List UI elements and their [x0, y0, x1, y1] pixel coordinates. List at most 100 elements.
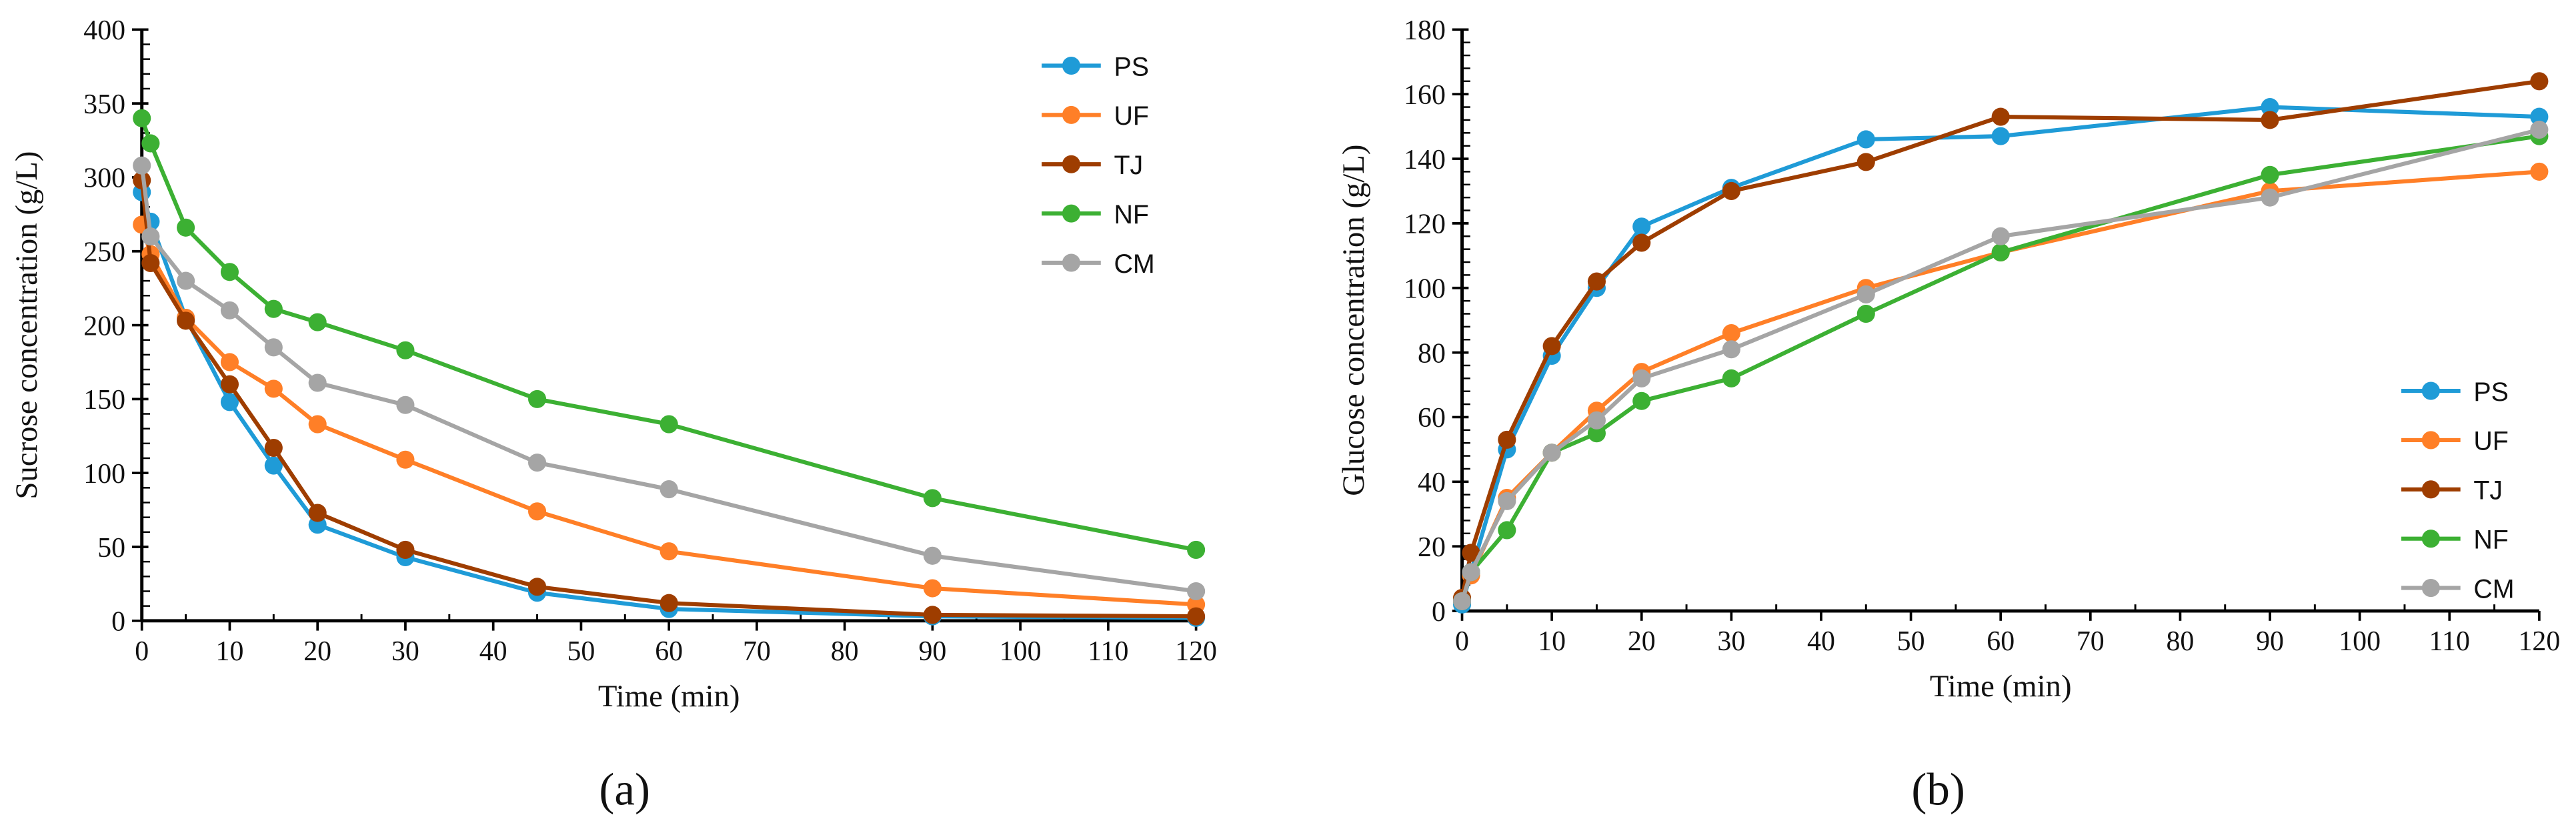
data-point: [1722, 340, 1740, 359]
y-tick-label: 140: [1404, 145, 1446, 175]
legend-label: NF: [1114, 200, 1149, 229]
data-point: [2530, 162, 2549, 181]
data-point: [1452, 592, 1472, 611]
x-axis-label: Time (min): [598, 679, 740, 714]
x-tick-label: 10: [1538, 626, 1566, 657]
data-point: [220, 353, 239, 371]
data-point: [396, 341, 415, 359]
series-TJ: [1452, 72, 2549, 608]
data-point: [308, 373, 327, 392]
legend-label: PS: [1114, 52, 1149, 81]
x-tick-label: 80: [2167, 626, 2195, 657]
series-line: [1460, 127, 2540, 602]
data-point: [133, 109, 151, 127]
series-NF: [1452, 127, 2549, 611]
series-PS: [1452, 98, 2549, 614]
data-point: [2261, 111, 2279, 129]
data-point: [1632, 369, 1651, 387]
y-tick-label: 300: [83, 163, 125, 194]
series-line: [139, 165, 1197, 594]
y-axis-label: Sucrose concentration (g/L): [9, 151, 44, 500]
data-point: [1856, 285, 1875, 303]
data-point: [2261, 165, 2279, 184]
x-axis-label: Time (min): [1930, 669, 2072, 704]
legend-marker: [2421, 579, 2440, 598]
data-point: [1498, 521, 1516, 540]
y-axis-label: Glucose concentration (g/L): [1336, 145, 1371, 496]
x-tick-label: 110: [1088, 636, 1128, 667]
series-line: [1460, 134, 2540, 602]
data-point: [308, 313, 327, 331]
x-tick-label: 20: [1628, 626, 1656, 657]
legend-marker: [1062, 56, 1080, 75]
y-tick-label: 60: [1418, 403, 1446, 434]
data-point: [177, 311, 195, 330]
data-point: [2261, 98, 2279, 117]
x-tick-label: 100: [1000, 636, 1042, 667]
data-point: [1587, 411, 1606, 430]
data-point: [923, 606, 942, 624]
y-tick-label: 150: [83, 385, 125, 416]
data-point: [528, 502, 547, 521]
data-point: [2530, 72, 2549, 91]
data-point: [1722, 181, 1740, 201]
x-tick-label: 120: [2518, 626, 2560, 657]
y-tick-label: 0: [1432, 597, 1446, 628]
data-point: [528, 578, 547, 596]
series-CM: [1452, 120, 2549, 611]
data-point: [1856, 153, 1875, 171]
data-point: [264, 338, 283, 357]
y-tick-label: 250: [83, 237, 125, 268]
data-point: [1462, 563, 1480, 582]
data-point: [220, 393, 239, 411]
x-tick-label: 30: [1717, 626, 1745, 657]
x-tick-label: 120: [1175, 636, 1217, 667]
y-tick-label: 160: [1404, 80, 1446, 111]
x-tick-label: 40: [1807, 626, 1835, 657]
legend-label: CM: [1114, 249, 1154, 279]
data-point: [1722, 324, 1740, 343]
data-point: [1991, 107, 2010, 126]
legend-marker: [1062, 155, 1080, 173]
y-tick-label: 0: [111, 607, 125, 638]
x-tick-label: 50: [1897, 626, 1925, 657]
legend-marker: [1062, 204, 1080, 223]
data-point: [1187, 540, 1206, 559]
data-point: [396, 450, 415, 469]
x-tick-label: 10: [216, 636, 244, 667]
data-point: [2261, 188, 2279, 207]
data-point: [923, 546, 942, 565]
x-tick-label: 30: [391, 636, 419, 667]
data-point: [1856, 130, 1875, 149]
data-point: [141, 253, 160, 273]
x-tick-label: 60: [1987, 626, 2015, 657]
data-point: [660, 542, 678, 561]
x-tick-label: 40: [479, 636, 507, 667]
data-point: [1991, 227, 2010, 245]
panel-label: (a): [599, 764, 650, 815]
y-tick-label: 100: [83, 459, 125, 490]
data-point: [1187, 582, 1206, 601]
legend-label: UF: [1114, 101, 1149, 131]
legend-marker: [2421, 431, 2440, 450]
legend-label: CM: [2473, 574, 2514, 604]
data-point: [1632, 233, 1651, 252]
x-tick-label: 50: [567, 636, 595, 667]
y-tick-label: 350: [83, 89, 125, 120]
data-point: [1498, 430, 1516, 449]
chart-panel-a: 0 10 20 30 40 50 60 70 80 90 100 110 120 0 50 100 150 200…: [9, 15, 1217, 815]
data-point: [264, 438, 283, 458]
data-point: [2530, 107, 2549, 126]
legend-label: TJ: [2473, 476, 2503, 506]
x-tick-label: 100: [2339, 626, 2381, 657]
data-point: [264, 299, 283, 318]
chart-panel-b: 0 10 20 30 40 50 60 70 80 90 100 110 120 0 20 40 60 80 100…: [1336, 15, 2561, 815]
x-tick-label: 60: [655, 636, 683, 667]
data-point: [1632, 391, 1651, 410]
x-tick-label: 90: [2256, 626, 2284, 657]
data-point: [1542, 337, 1561, 355]
y-tick-label: 200: [83, 311, 125, 341]
y-tick-label: 20: [1418, 532, 1446, 563]
data-point: [2530, 120, 2549, 139]
